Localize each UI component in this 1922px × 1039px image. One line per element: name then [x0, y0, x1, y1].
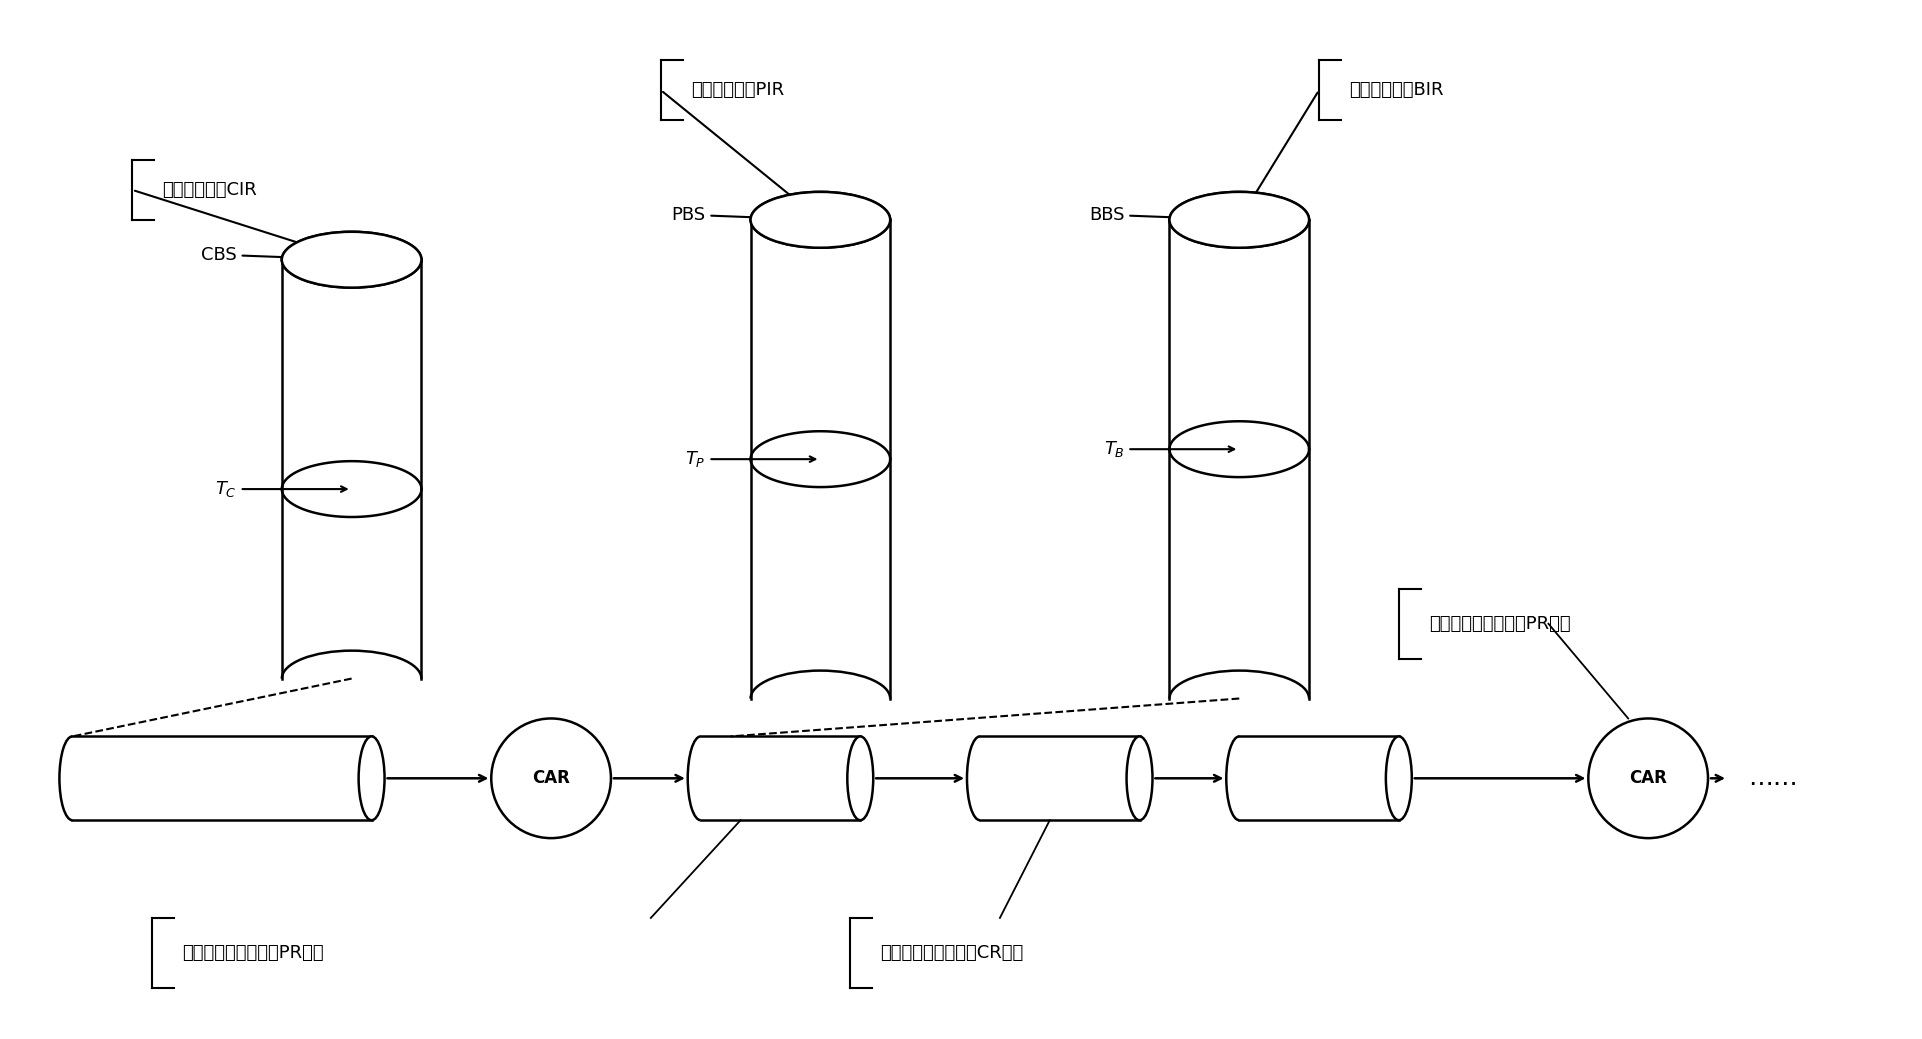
Text: 黄色数据包，大小在PR之内: 黄色数据包，大小在PR之内: [183, 943, 323, 962]
Text: 令牌注入速率BIR: 令牌注入速率BIR: [1349, 81, 1443, 99]
Text: CAR: CAR: [532, 769, 571, 788]
Ellipse shape: [1169, 192, 1309, 247]
Text: 蓝色数据包，大小在CR之内: 蓝色数据包，大小在CR之内: [880, 943, 1024, 962]
Ellipse shape: [848, 737, 873, 820]
Text: 令牌注入速率CIR: 令牌注入速率CIR: [161, 181, 258, 198]
Ellipse shape: [1126, 737, 1153, 820]
Circle shape: [1588, 718, 1709, 838]
Text: ……: ……: [1747, 767, 1797, 791]
Text: 红色数据包，大小在PR之外: 红色数据包，大小在PR之外: [1428, 615, 1570, 633]
Text: $T_B$: $T_B$: [1103, 439, 1234, 459]
Text: CBS: CBS: [202, 245, 346, 264]
Text: $T_C$: $T_C$: [215, 479, 346, 499]
Text: $T_P$: $T_P$: [684, 449, 815, 470]
Text: PBS: PBS: [671, 206, 815, 223]
Text: CAR: CAR: [1630, 769, 1666, 788]
Ellipse shape: [1386, 737, 1413, 820]
Ellipse shape: [283, 232, 421, 288]
Ellipse shape: [752, 192, 890, 247]
Circle shape: [492, 718, 611, 838]
Ellipse shape: [359, 737, 384, 820]
Text: 令牌注入速率PIR: 令牌注入速率PIR: [690, 81, 784, 99]
Text: BBS: BBS: [1090, 206, 1234, 223]
